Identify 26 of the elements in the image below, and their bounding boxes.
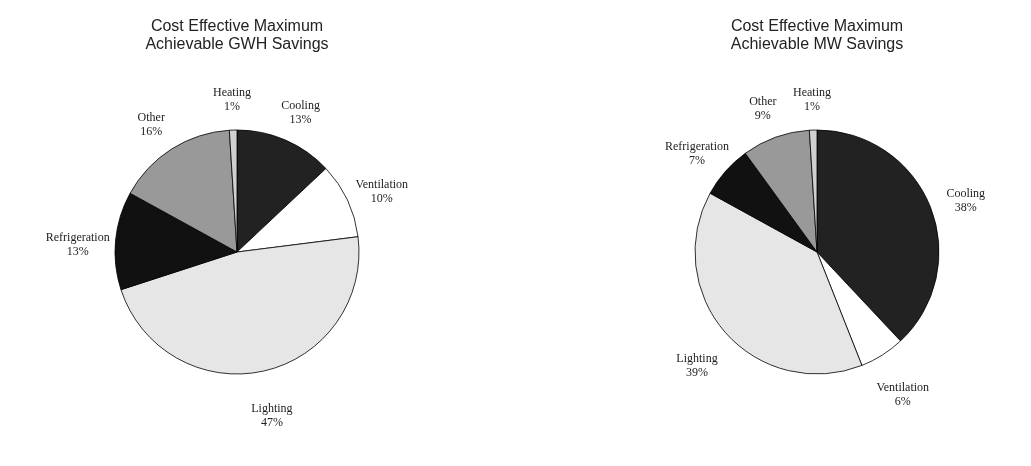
data-label: 13% <box>289 112 312 127</box>
data-label: 1% <box>223 99 240 114</box>
slice-label: Heating <box>212 85 251 100</box>
data-label: 13% <box>66 243 89 258</box>
slice-label: Heating <box>792 85 831 100</box>
slice-label: Ventilation <box>355 176 409 191</box>
slice-label: Other <box>749 94 777 109</box>
data-label: 7% <box>688 153 705 168</box>
data-label: 39% <box>685 364 708 379</box>
data-label: 16% <box>140 123 163 138</box>
slice-label: Lighting <box>251 401 293 416</box>
data-label: 10% <box>370 190 393 205</box>
slice-label: Lighting <box>676 350 718 365</box>
slice-label: Refrigeration <box>664 139 729 154</box>
slice-label: Other <box>137 109 165 124</box>
data-label: 47% <box>260 415 283 430</box>
slice-label: Cooling <box>281 98 320 113</box>
data-label: 1% <box>803 99 820 114</box>
slice-label: Ventilation <box>876 380 930 395</box>
chart-title: Cost Effective Maximum Achievable GWH Savings <box>145 17 329 52</box>
chart-title: Cost Effective Maximum Achievable MW Savings <box>730 17 904 52</box>
data-label: 6% <box>894 394 911 409</box>
slice-label: Cooling <box>946 186 986 201</box>
slice-label: Refrigeration <box>45 229 110 244</box>
data-label: 38% <box>954 200 977 215</box>
data-label: 9% <box>754 108 771 123</box>
